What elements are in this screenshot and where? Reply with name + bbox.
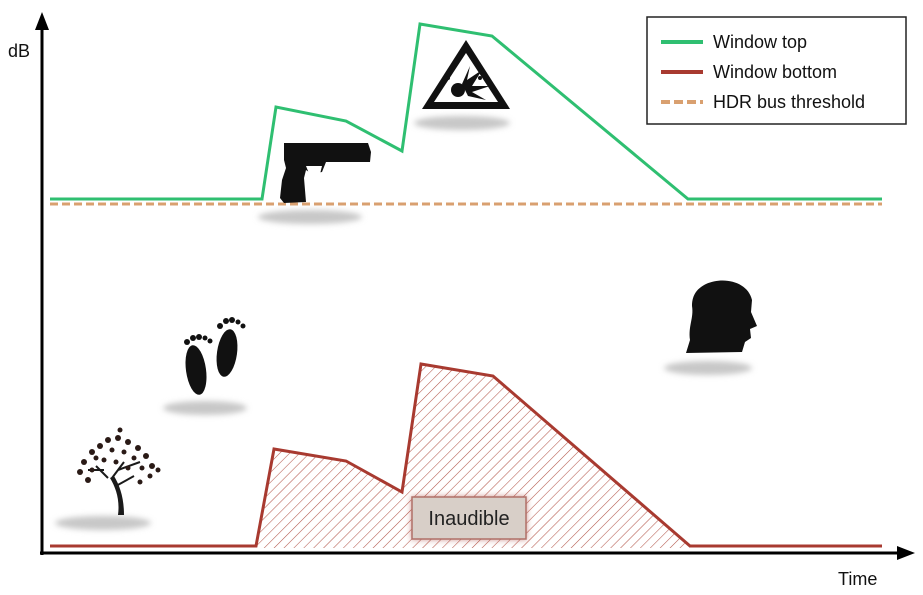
legend: Window top Window bottom HDR bus thresho…: [646, 16, 907, 125]
head-silhouette-icon: [686, 280, 757, 353]
y-axis-arrow-icon: [35, 12, 49, 30]
inaudible-box: [411, 496, 527, 540]
footprints-shadow: [163, 401, 247, 415]
x-axis-arrow-icon: [897, 546, 915, 560]
legend-label-threshold: HDR bus threshold: [713, 92, 865, 112]
legend-label-window-top: Window top: [713, 32, 807, 52]
inaudible-area: [256, 364, 690, 548]
window-bottom-line: [50, 362, 882, 548]
window-top-line: [50, 22, 882, 201]
head-shadow: [664, 361, 752, 375]
explosion-warning-icon: [422, 40, 510, 109]
tree-shadow: [55, 516, 151, 530]
axes: dB Time: [8, 12, 915, 589]
gun-icon: [280, 143, 371, 203]
y-axis-label: dB: [8, 41, 30, 61]
gun-shadow: [258, 210, 362, 224]
tree-icon: [77, 427, 161, 515]
icon-shadows: [55, 116, 752, 530]
inaudible-text: Inaudible: [428, 508, 509, 530]
legend-label-window-bottom: Window bottom: [713, 62, 837, 82]
explosion-shadow: [414, 116, 510, 130]
footprints-icon: [184, 317, 246, 395]
x-axis-label: Time: [838, 569, 877, 589]
inaudible-label: Inaudible: [411, 496, 527, 540]
